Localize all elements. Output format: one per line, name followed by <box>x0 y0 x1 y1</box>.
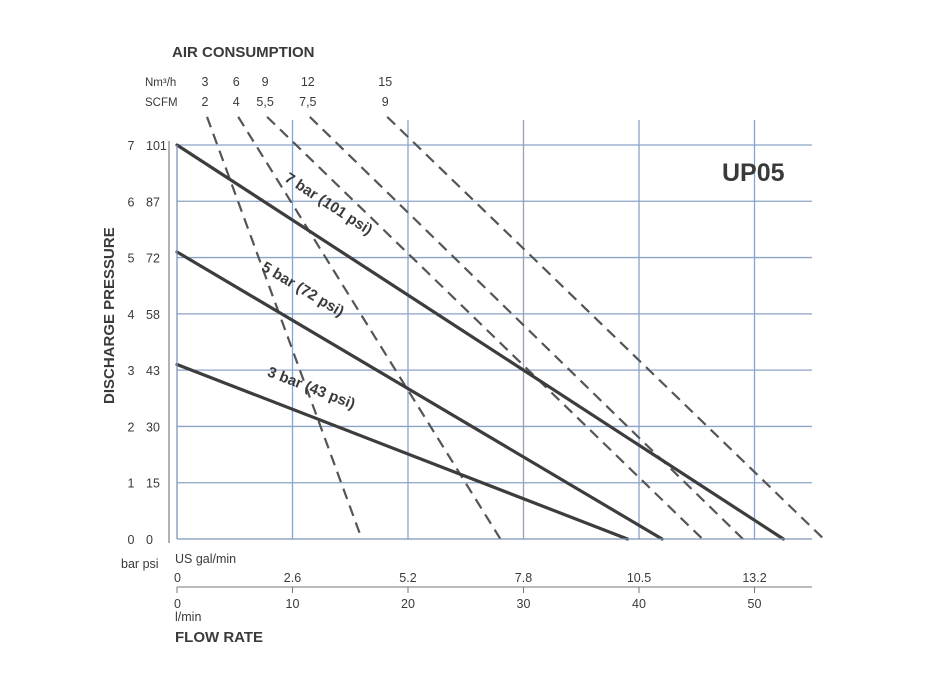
bar-tick-label: 0 <box>128 533 135 547</box>
bar-tick-label: 6 <box>128 195 135 209</box>
gal-unit-label: US gal/min <box>175 552 236 566</box>
bar-tick-label: 1 <box>128 477 135 491</box>
nm3-label: 12 <box>301 75 315 89</box>
psi-tick-label: 15 <box>146 477 160 491</box>
psi-tick-label: 72 <box>146 252 160 266</box>
y-axis-title: DISCHARGE PRESSURE <box>101 227 118 404</box>
axes <box>168 141 812 593</box>
scfm-label: 7,5 <box>299 95 316 109</box>
gal-tick-label: 10.5 <box>627 571 651 585</box>
bar-tick-label: 2 <box>128 420 135 434</box>
performance-curve <box>175 250 664 541</box>
gal-tick-label: 5.2 <box>399 571 416 585</box>
air-consumption-line <box>266 116 704 540</box>
tick-labels: 0 1 2 3 4 5 6 7 0 15 30 43 58 72 87 101 0 2.6 5.2 7.8 10.5 13… <box>128 139 767 611</box>
air-consumption-line <box>309 116 744 540</box>
scfm-unit-label: SCFM <box>145 97 178 109</box>
scfm-label: 9 <box>382 95 389 109</box>
scfm-label: 5,5 <box>256 95 273 109</box>
lmin-tick-label: 40 <box>632 597 646 611</box>
air-consumption-lines <box>205 116 825 540</box>
lmin-tick-label: 10 <box>286 597 300 611</box>
gal-tick-label: 13.2 <box>742 571 766 585</box>
performance-curves <box>175 143 785 541</box>
lmin-tick-label: 20 <box>401 597 415 611</box>
air-consumption-labels: 3 2 6 4 9 5,5 12 7,5 15 9 <box>202 75 393 109</box>
gal-tick-label: 2.6 <box>284 571 301 585</box>
lmin-tick-label: 50 <box>748 597 762 611</box>
air-consumption-title: AIR CONSUMPTION <box>172 44 315 61</box>
psi-tick-label: 58 <box>146 308 160 322</box>
grid <box>177 120 812 539</box>
nm3-label: 6 <box>233 75 240 89</box>
bar-tick-label: 7 <box>128 139 135 153</box>
lmin-unit-label: l/min <box>175 610 201 624</box>
gal-tick-label: 0 <box>174 571 181 585</box>
bar-psi-unit-label: bar psi <box>121 557 159 571</box>
lmin-tick-label: 30 <box>517 597 531 611</box>
bar-tick-label: 3 <box>128 364 135 378</box>
chart-title: UP05 <box>722 159 785 187</box>
scfm-label: 4 <box>233 95 240 109</box>
gal-tick-label: 7.8 <box>515 571 532 585</box>
nm3-unit-label: Nm³/h <box>145 77 176 89</box>
air-consumption-line <box>386 116 825 540</box>
psi-tick-label: 0 <box>146 533 153 547</box>
nm3-label: 15 <box>378 75 392 89</box>
air-consumption-line <box>205 116 363 540</box>
psi-tick-label: 101 <box>146 139 167 153</box>
psi-tick-label: 87 <box>146 195 160 209</box>
curve-label: 7 bar (101 psi) <box>282 169 376 238</box>
x-axis-title: FLOW RATE <box>175 629 263 646</box>
nm3-label: 9 <box>262 75 269 89</box>
psi-tick-label: 43 <box>146 364 160 378</box>
air-consumption-line <box>237 116 502 540</box>
performance-curve <box>175 362 630 541</box>
nm3-label: 3 <box>202 75 209 89</box>
lmin-tick-label: 0 <box>174 597 181 611</box>
performance-curve <box>175 143 785 541</box>
curve-label: 5 bar (72 psi) <box>259 259 347 321</box>
bar-tick-label: 5 <box>128 252 135 266</box>
bar-tick-label: 4 <box>128 308 135 322</box>
psi-tick-label: 30 <box>146 420 160 434</box>
scfm-label: 2 <box>202 95 209 109</box>
